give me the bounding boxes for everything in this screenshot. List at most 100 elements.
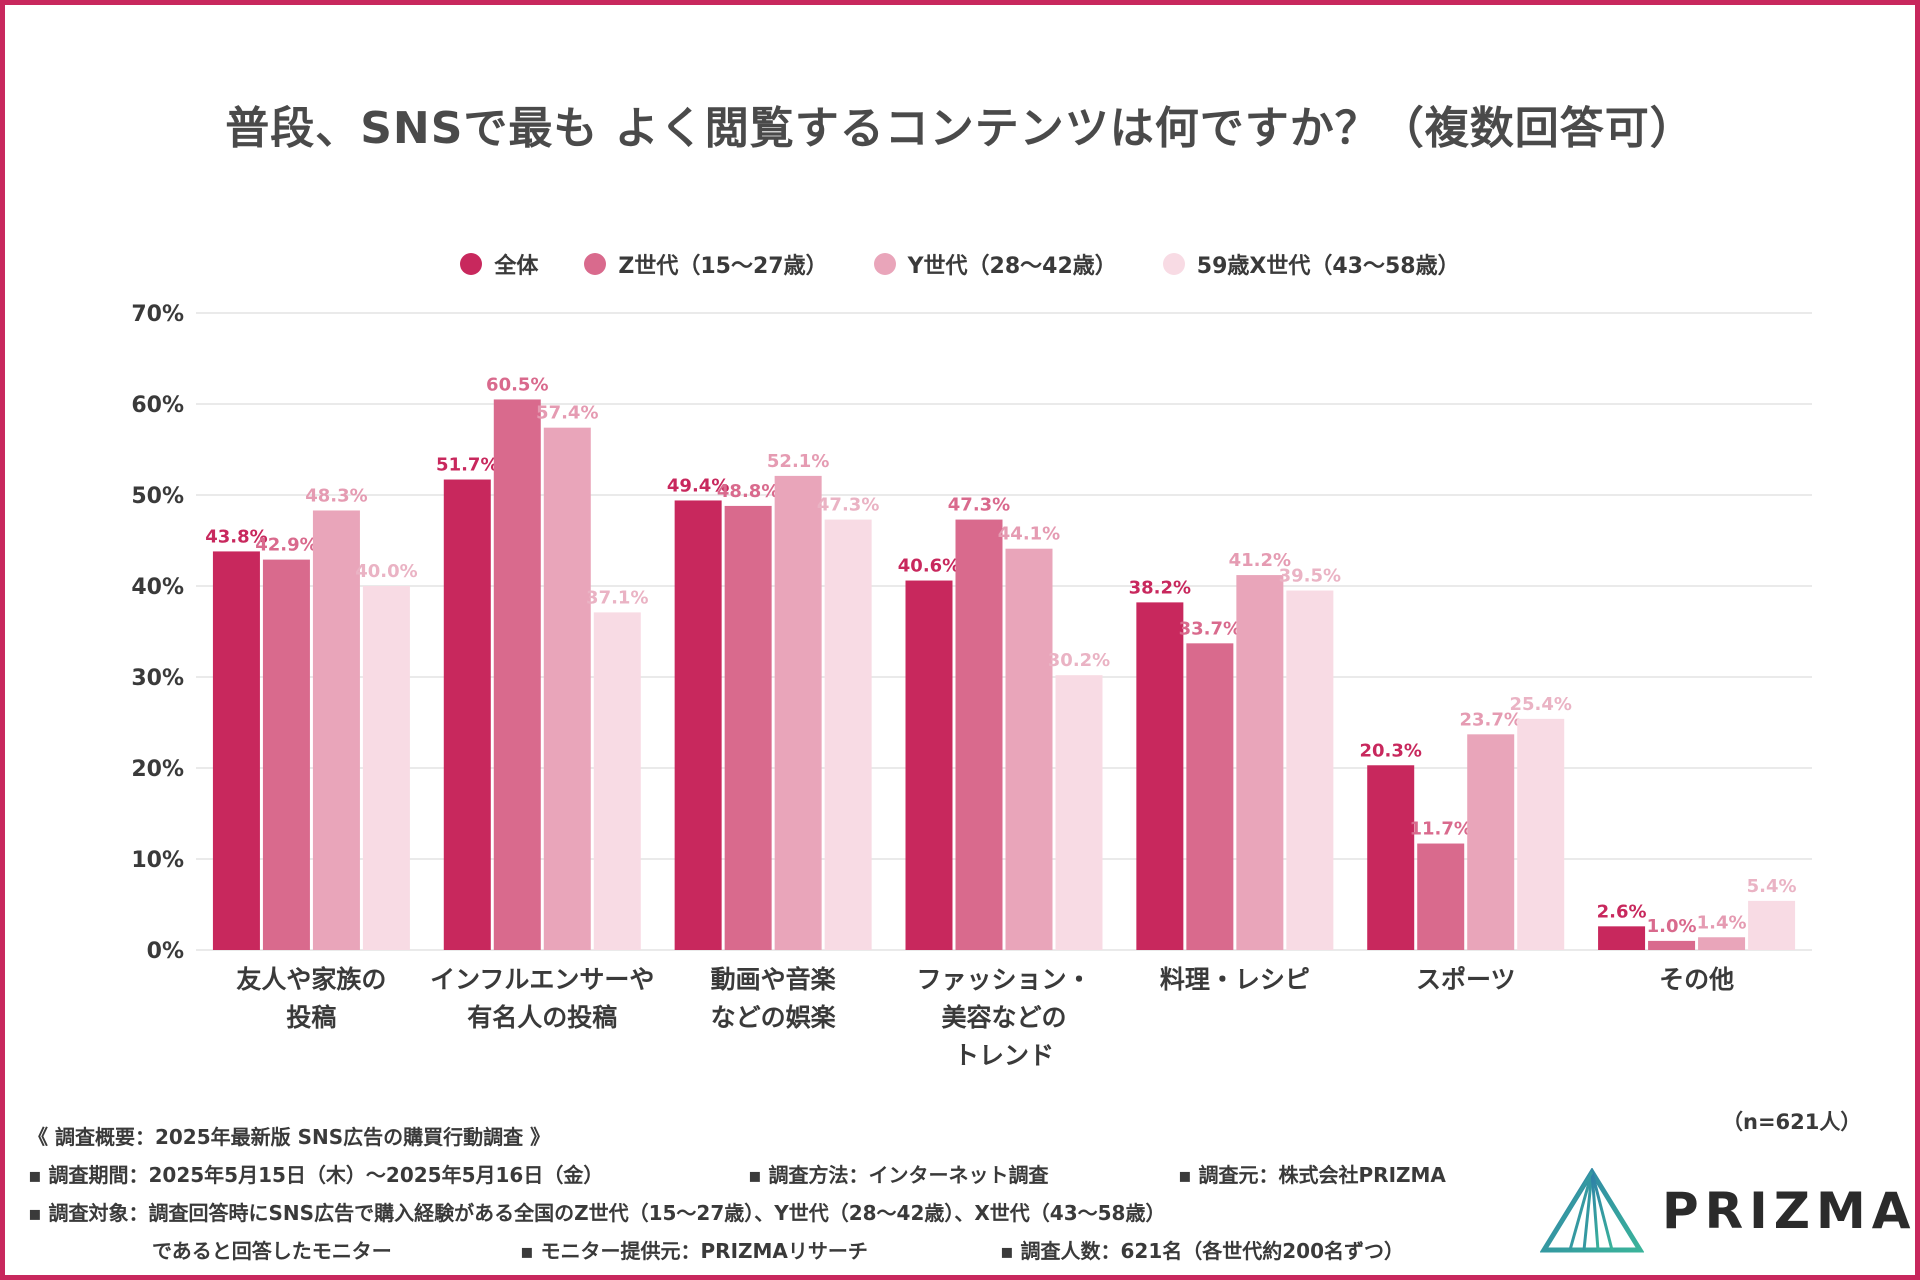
legend-swatch-all	[460, 253, 483, 275]
data-label: 39.5%	[1279, 566, 1341, 587]
legend-label-gen-y: Y世代（28〜42歳）	[907, 254, 1117, 279]
category-label: トレンド	[954, 1041, 1054, 1070]
legend: 全体 Z世代（15〜27歳） Y世代（28〜42歳） 59歳X世代（43〜58歳…	[0, 248, 1920, 280]
y-tick-label: 0%	[147, 939, 184, 964]
category-label: 料理・レシピ	[1160, 965, 1310, 994]
category-label: スポーツ	[1416, 965, 1516, 994]
data-label: 40.0%	[355, 561, 417, 582]
data-label: 51.7%	[436, 455, 498, 476]
data-label: 40.6%	[898, 556, 960, 577]
logo-text: PRIZMA	[1662, 1182, 1917, 1240]
bar	[1417, 843, 1465, 950]
bar	[1367, 765, 1415, 950]
survey-notes: 《 調査概要：2025年最新版 SNS広告の購買行動調査 》 ▪ 調査期間：20…	[28, 1118, 1446, 1270]
data-label: 1.0%	[1647, 916, 1697, 937]
data-label: 47.3%	[817, 495, 879, 516]
bar	[1186, 643, 1234, 950]
legend-item-gen-z: Z世代（15〜27歳）	[584, 248, 828, 280]
bar	[674, 500, 722, 950]
y-tick-label: 30%	[131, 666, 184, 691]
bar	[824, 519, 872, 950]
legend-swatch-gen-x	[1162, 253, 1185, 275]
bar	[1698, 937, 1746, 950]
category-label: 有名人の投稿	[467, 1003, 617, 1032]
data-label: 49.4%	[667, 475, 729, 496]
survey-overview: 《 調査概要：2025年最新版 SNS広告の購買行動調査 》	[28, 1125, 551, 1149]
legend-item-gen-y: Y世代（28〜42歳）	[873, 248, 1117, 280]
data-label: 43.8%	[205, 526, 267, 547]
bar	[1236, 575, 1284, 950]
y-tick-label: 60%	[131, 393, 184, 418]
bar	[543, 427, 591, 950]
data-label: 1.4%	[1697, 912, 1747, 933]
y-tick-label: 50%	[131, 484, 184, 509]
legend-swatch-gen-z	[584, 253, 607, 275]
bar	[905, 580, 953, 950]
y-tick-label: 20%	[131, 757, 184, 782]
bar	[493, 399, 541, 950]
survey-count: ▪ 調査人数：621名（各世代約200名ずつ）	[1000, 1239, 1405, 1263]
category-label: 動画や音楽	[711, 965, 837, 994]
data-label: 41.2%	[1229, 550, 1291, 571]
data-label: 48.3%	[305, 485, 367, 506]
data-label: 44.1%	[998, 524, 1060, 545]
bar	[1598, 926, 1646, 950]
legend-swatch-gen-y	[873, 253, 896, 275]
category-label: その他	[1659, 965, 1734, 994]
legend-item-gen-x: 59歳X世代（43〜58歳）	[1162, 248, 1460, 280]
survey-provider: ▪ モニター提供元：PRIZMAリサーチ	[520, 1239, 868, 1263]
survey-source: ▪ 調査元：株式会社PRIZMA	[1178, 1163, 1446, 1187]
category-label: 投稿	[286, 1003, 336, 1032]
data-label: 42.9%	[255, 535, 317, 556]
bar	[724, 505, 772, 950]
category-label: インフルエンサーや	[430, 965, 654, 994]
sample-size-note: （n=621人）	[1722, 1110, 1862, 1134]
data-label: 30.2%	[1048, 650, 1110, 671]
data-label: 57.4%	[536, 403, 598, 424]
category-label: などの娯楽	[711, 1003, 837, 1032]
bar	[443, 479, 491, 950]
prism-triangle-icon	[1540, 1168, 1644, 1253]
y-tick-label: 70%	[131, 302, 184, 327]
bar	[1467, 734, 1515, 950]
data-label: 47.3%	[948, 495, 1010, 516]
survey-target: ▪ 調査対象：調査回答時にSNS広告で購入経験がある全国のZ世代（15〜27歳）…	[28, 1201, 1166, 1225]
category-label: 美容などの	[941, 1003, 1066, 1032]
legend-item-all: 全体	[460, 248, 538, 280]
prizma-logo: PRIZMA	[1540, 1168, 1916, 1254]
category-label: ファッション・	[916, 965, 1091, 994]
bar	[1748, 900, 1796, 950]
data-label: 37.1%	[586, 587, 648, 608]
y-tick-label: 10%	[131, 848, 184, 873]
data-label: 11.7%	[1409, 819, 1471, 840]
data-label: 33.7%	[1179, 618, 1241, 639]
data-label: 25.4%	[1509, 694, 1571, 715]
survey-target-continued: であると回答したモニター	[152, 1239, 392, 1263]
data-label: 2.6%	[1597, 901, 1647, 922]
bar	[774, 475, 822, 950]
y-tick-label: 40%	[131, 575, 184, 600]
data-label: 38.2%	[1129, 577, 1191, 598]
legend-label-gen-z: Z世代（15〜27歳）	[618, 254, 828, 279]
bar	[955, 519, 1003, 950]
data-label: 23.7%	[1459, 709, 1521, 730]
bar	[1286, 590, 1334, 950]
bar	[262, 559, 310, 950]
data-label: 5.4%	[1747, 876, 1797, 897]
data-label: 48.8%	[717, 481, 779, 502]
data-label: 60.5%	[486, 374, 548, 395]
bar	[1055, 675, 1103, 950]
bar	[1648, 940, 1696, 950]
bar	[1136, 602, 1184, 950]
data-label: 52.1%	[767, 451, 829, 472]
bar	[362, 586, 410, 950]
bar	[212, 551, 260, 950]
legend-label-gen-x: 59歳X世代（43〜58歳）	[1196, 254, 1460, 279]
category-label: 友人や家族の	[236, 965, 386, 994]
bar	[593, 612, 641, 950]
survey-method: ▪ 調査方法：インターネット調査	[748, 1163, 1049, 1187]
legend-label-all: 全体	[494, 254, 539, 279]
bar	[1517, 718, 1565, 950]
